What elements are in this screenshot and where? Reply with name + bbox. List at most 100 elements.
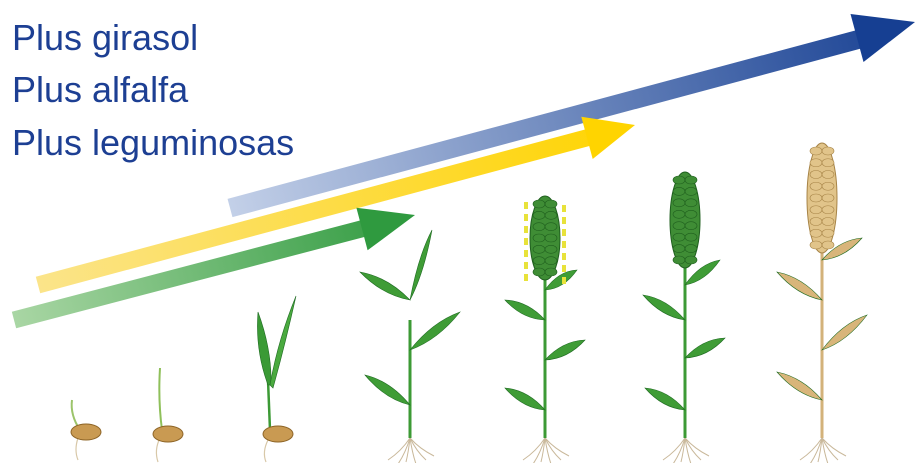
grain	[810, 182, 822, 190]
grain	[673, 245, 685, 253]
grain	[810, 147, 822, 155]
grain	[685, 245, 697, 253]
grain	[685, 256, 697, 264]
anther	[524, 274, 528, 281]
grain	[822, 159, 834, 167]
anther	[524, 250, 528, 257]
grain	[673, 233, 685, 241]
leaf	[777, 372, 822, 400]
root	[156, 438, 160, 462]
leaf	[410, 312, 460, 350]
grain	[545, 211, 557, 219]
leaf	[257, 312, 271, 385]
grain	[545, 223, 557, 231]
stage-4	[360, 230, 460, 463]
illustration: Plus girasol Plus alfalfa Plus leguminos…	[0, 0, 919, 463]
grain	[685, 210, 697, 218]
leaf	[270, 296, 296, 388]
grain	[685, 233, 697, 241]
anther	[524, 202, 528, 209]
leaf	[777, 272, 822, 300]
leaf	[685, 338, 725, 358]
grain	[673, 199, 685, 207]
root	[545, 438, 569, 456]
grain	[533, 268, 545, 276]
leaf	[545, 340, 585, 360]
grain	[533, 234, 545, 242]
grain	[822, 182, 834, 190]
grain	[533, 257, 545, 265]
anther	[524, 226, 528, 233]
anther	[562, 265, 566, 272]
anther	[562, 229, 566, 236]
grain	[822, 194, 834, 202]
root	[410, 438, 434, 456]
grain	[673, 222, 685, 230]
leaf	[410, 230, 432, 300]
grain	[533, 245, 545, 253]
leaf	[645, 388, 685, 410]
seed	[153, 426, 183, 442]
grain	[810, 218, 822, 226]
stage-7	[777, 143, 867, 463]
grain	[545, 200, 557, 208]
grain	[822, 218, 834, 226]
grain	[822, 147, 834, 155]
root	[264, 440, 268, 462]
stage-6	[643, 172, 725, 463]
label-leguminosas: Plus leguminosas	[12, 122, 294, 163]
leaf	[822, 315, 867, 350]
label-girasol: Plus girasol	[12, 17, 198, 58]
grain	[533, 223, 545, 231]
grain	[673, 256, 685, 264]
grain	[822, 171, 834, 179]
grain	[673, 187, 685, 195]
page: {"labels": ["Plus girasol", "Plus alfalf…	[0, 0, 919, 463]
grain	[810, 171, 822, 179]
stem	[268, 380, 270, 430]
sprout	[159, 368, 162, 430]
plants	[71, 143, 867, 463]
grain	[673, 210, 685, 218]
grain	[685, 176, 697, 184]
leaf	[365, 375, 410, 405]
grain	[810, 229, 822, 237]
anther	[562, 241, 566, 248]
anther	[562, 277, 566, 284]
leaf	[360, 272, 410, 300]
grain	[810, 159, 822, 167]
leaf	[505, 388, 545, 410]
grain	[822, 241, 834, 249]
grain	[545, 268, 557, 276]
leaf	[505, 300, 545, 320]
root	[76, 438, 78, 460]
anther	[562, 217, 566, 224]
grain	[810, 241, 822, 249]
grain	[673, 176, 685, 184]
grain	[545, 245, 557, 253]
grain	[685, 222, 697, 230]
root	[685, 438, 709, 456]
label-alfalfa: Plus alfalfa	[12, 69, 189, 110]
grain	[810, 206, 822, 214]
anther	[562, 253, 566, 260]
stage-1	[71, 400, 101, 460]
grain	[545, 257, 557, 265]
arrow-green	[14, 208, 415, 320]
anther	[524, 238, 528, 245]
anther	[524, 262, 528, 269]
grain	[822, 206, 834, 214]
grain	[685, 187, 697, 195]
seed	[263, 426, 293, 442]
stage-5	[505, 196, 585, 463]
grain	[533, 200, 545, 208]
ear	[670, 172, 700, 268]
stage-2	[153, 368, 183, 462]
grain	[810, 194, 822, 202]
grain	[685, 199, 697, 207]
seed	[71, 424, 101, 440]
anther	[562, 205, 566, 212]
grain	[545, 234, 557, 242]
grain	[822, 229, 834, 237]
stage-3	[257, 296, 296, 462]
